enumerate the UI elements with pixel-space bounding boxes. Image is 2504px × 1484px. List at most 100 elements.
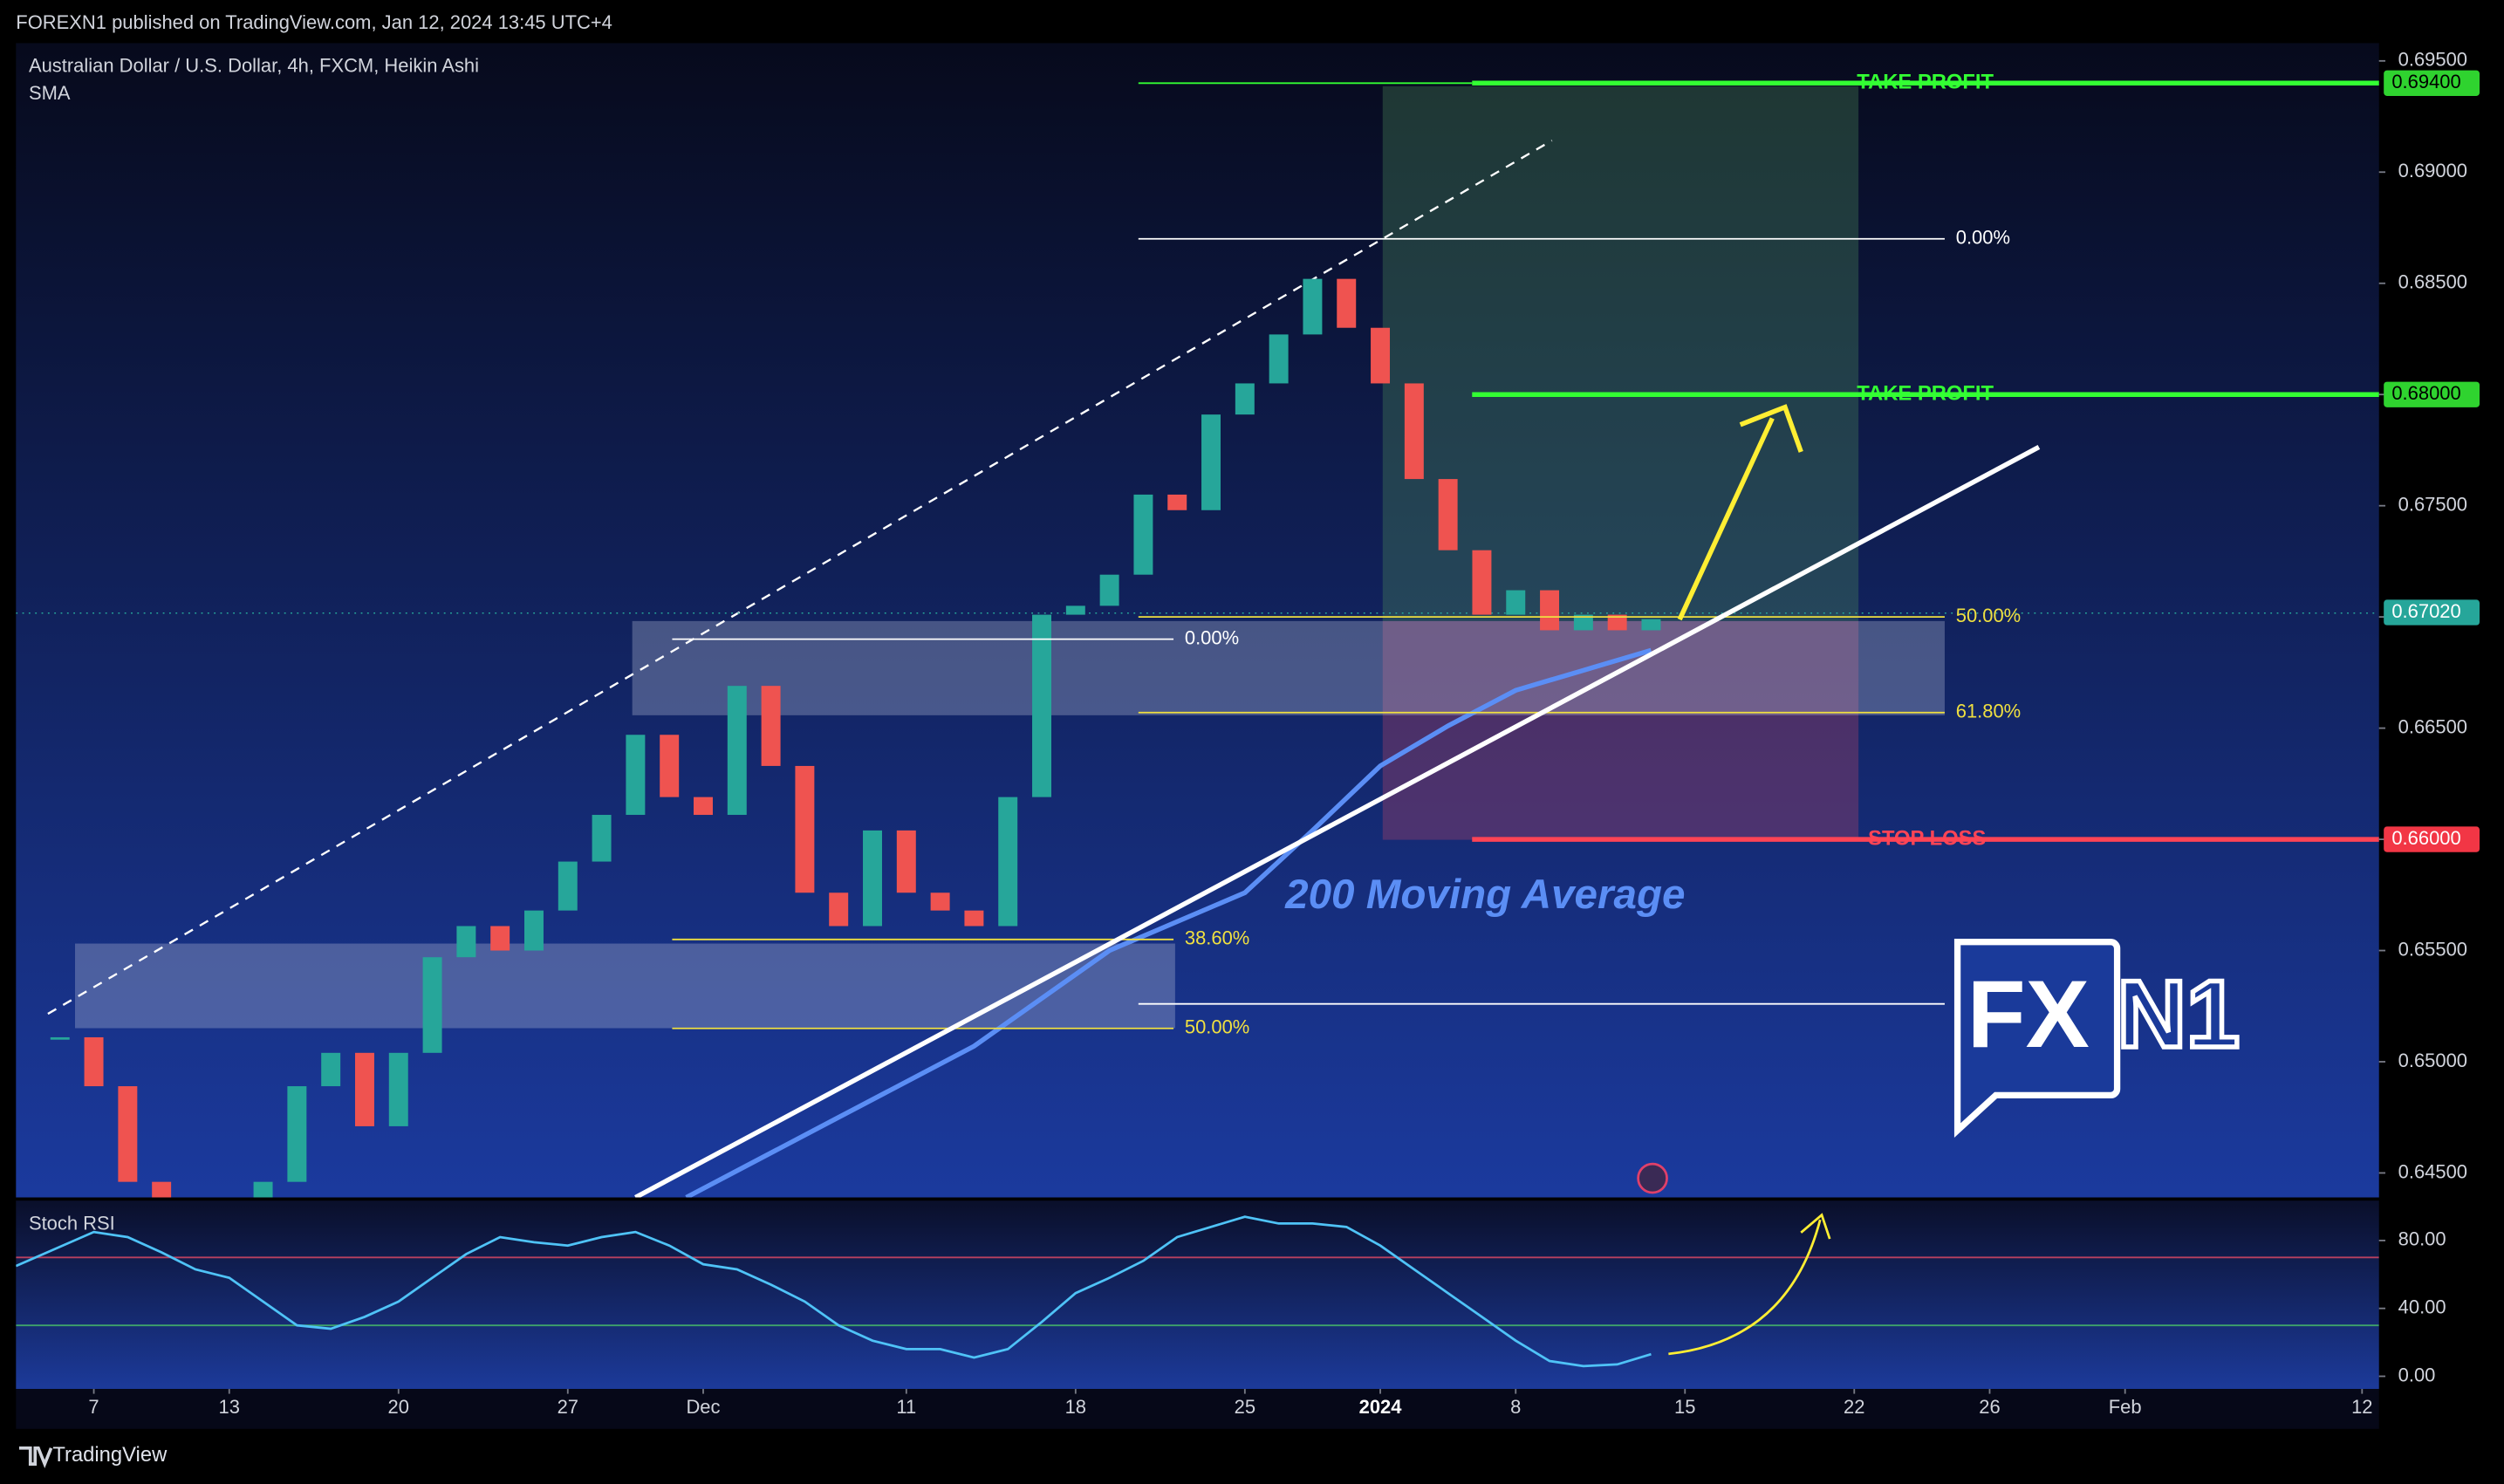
x-tick-label: Dec [686, 1396, 720, 1418]
legend-entry: SMA [29, 82, 71, 104]
price-tag [2384, 381, 2480, 407]
x-tick-label: 26 [1979, 1396, 2000, 1418]
stoch-arrow [1668, 1219, 1822, 1356]
candle [1472, 550, 1492, 615]
candle [1065, 605, 1085, 615]
level-label: STOP LOSS [1868, 826, 1986, 850]
candle [1607, 614, 1627, 631]
price-tag [2384, 599, 2480, 626]
candle [660, 735, 680, 797]
x-tick-label: 12 [2351, 1396, 2372, 1418]
candle [253, 1181, 273, 1198]
y-tick-label: 40.00 [2398, 1296, 2446, 1318]
candle [1269, 334, 1289, 384]
y-tick-label: 0.68500 [2398, 271, 2467, 293]
price-tag-label: 0.67020 [2391, 600, 2460, 622]
candle [1641, 619, 1661, 631]
x-tick-label: 22 [1844, 1396, 1864, 1418]
candle [930, 892, 950, 911]
candle [321, 1052, 341, 1087]
x-tick-label: 8 [1510, 1396, 1521, 1418]
price-tag [2384, 826, 2480, 852]
logo-left: FX [1967, 961, 2090, 1068]
level-label: 0.00% [1956, 227, 2010, 249]
x-tick-label: 7 [88, 1396, 99, 1418]
price-tag-label: 0.68000 [2391, 382, 2460, 404]
event-icon[interactable] [1637, 1162, 1668, 1194]
candle [1032, 614, 1051, 797]
candle [761, 686, 781, 766]
candle [354, 1052, 374, 1126]
x-tick-label: 18 [1065, 1396, 1086, 1418]
candle [1303, 278, 1323, 335]
x-tick-label: 20 [388, 1396, 409, 1418]
candle [50, 1036, 70, 1040]
candle [1540, 590, 1560, 631]
x-tick-label: 2024 [1359, 1396, 1403, 1418]
footer-icon [18, 1446, 53, 1469]
stoch-title: Stoch RSI [29, 1212, 115, 1234]
candle [964, 910, 984, 927]
y-tick-label: 0.00 [2398, 1364, 2436, 1385]
y-tick-label: 0.67500 [2398, 493, 2467, 515]
header: FOREXN1 published on TradingView.com, Ja… [16, 11, 612, 33]
y-tick-label: 0.65500 [2398, 938, 2467, 960]
level-label: TAKE PROFIT [1857, 381, 1994, 405]
candle [1201, 414, 1221, 510]
candle [84, 1036, 104, 1087]
candle [422, 957, 442, 1053]
x-tick-label: 13 [219, 1396, 240, 1418]
candle [1337, 278, 1357, 328]
ma-annotation: 200 Moving Average [1284, 872, 1685, 918]
level-label: 38.60% [1185, 927, 1249, 949]
candle [1371, 327, 1391, 384]
candle [1235, 383, 1255, 415]
level-label: 61.80% [1956, 701, 2021, 722]
profit-zone [1382, 85, 1859, 621]
y-tick-label: 0.65000 [2398, 1050, 2467, 1071]
candle [1438, 479, 1458, 551]
candle [388, 1052, 408, 1126]
x-tick-label: 27 [558, 1396, 578, 1418]
logo-frame [1953, 939, 2121, 1138]
candle [863, 830, 882, 927]
candle [1133, 494, 1153, 575]
x-tick-label: 25 [1235, 1396, 1255, 1418]
level-label: 0.00% [1185, 626, 1239, 648]
candle [1167, 494, 1187, 510]
price-tag [2384, 70, 2480, 96]
price-tag-label: 0.69400 [2391, 71, 2460, 92]
level-label: 50.00% [1956, 605, 2021, 626]
sma-line [685, 647, 1652, 1198]
time-axis [16, 1389, 2379, 1429]
level-label: TAKE PROFIT [1857, 71, 1994, 94]
arrow-head [1739, 404, 1803, 453]
chart-title: Australian Dollar / U.S. Dollar, 4h, FXC… [29, 55, 479, 77]
candle [998, 797, 1018, 927]
candle [829, 892, 849, 927]
level-label: 50.00% [1185, 1016, 1249, 1038]
y-tick-label: 0.69000 [2398, 160, 2467, 181]
candle [1506, 590, 1526, 615]
candle [287, 1086, 307, 1182]
candle [118, 1086, 138, 1182]
candle [626, 735, 646, 816]
candle [795, 765, 815, 893]
candle [1404, 383, 1424, 480]
y-tick-label: 0.69500 [2398, 49, 2467, 71]
price-tag-label: 0.66000 [2391, 827, 2460, 849]
candle [1573, 614, 1593, 631]
logo-right: N1 [2117, 961, 2240, 1068]
x-tick-label: 11 [896, 1396, 916, 1418]
resistance-zone [632, 620, 1945, 715]
candle [456, 926, 476, 958]
candle [152, 1181, 172, 1198]
arrow [1677, 417, 1775, 621]
y-tick-label: 0.66500 [2398, 715, 2467, 737]
candle [896, 830, 916, 893]
y-tick-label: 0.64500 [2398, 1160, 2467, 1182]
stoch-arrow-head [1800, 1213, 1831, 1240]
trend-line [634, 444, 2041, 1198]
x-tick-label: Feb [2109, 1396, 2142, 1418]
